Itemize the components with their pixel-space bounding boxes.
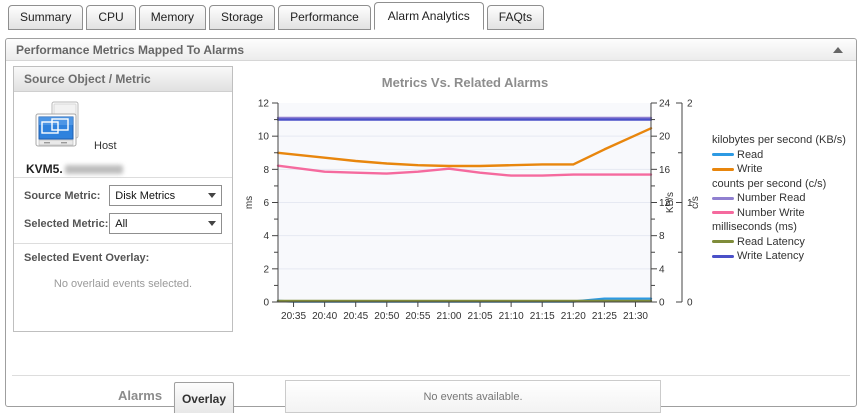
svg-text:21:00: 21:00 — [436, 311, 461, 322]
legend-swatch — [712, 196, 734, 200]
tab-faqts[interactable]: FAQts — [486, 5, 545, 30]
svg-text:ms: ms — [244, 196, 255, 209]
svg-text:21:15: 21:15 — [530, 311, 555, 322]
legend-group-label: milliseconds (ms) — [712, 221, 797, 233]
alarms-label: Alarms — [118, 388, 163, 403]
svg-text:0: 0 — [263, 298, 269, 309]
svg-text:2: 2 — [687, 99, 693, 110]
svg-text:10: 10 — [258, 132, 270, 143]
overlay-button[interactable]: Overlay — [174, 382, 234, 413]
svg-text:c/s: c/s — [690, 196, 701, 209]
event-overlay-empty-text: No overlaid events selected. — [53, 278, 193, 290]
panel-header: Performance Metrics Mapped To Alarms — [6, 39, 856, 61]
chart-title: Metrics Vs. Related Alarms — [381, 75, 549, 90]
svg-text:21:20: 21:20 — [561, 311, 586, 322]
source-metric-label: Source Metric: — [24, 189, 101, 202]
svg-text:1: 1 — [687, 198, 693, 209]
legend-swatch — [712, 153, 734, 157]
legend-item-label: Read Latency — [737, 235, 805, 248]
legend-item-number-read: Number Read — [712, 191, 846, 206]
source-object-metric-box: Source Object / Metric Host KVM5. — [13, 66, 233, 332]
tab-performance[interactable]: Performance — [278, 5, 371, 30]
legend-swatch — [712, 211, 734, 215]
chevron-down-icon — [208, 221, 216, 226]
legend-item-label: Number Read — [737, 192, 806, 204]
event-overlay-section: Selected Event Overlay: No overlaid even… — [14, 244, 232, 298]
svg-text:20: 20 — [659, 132, 671, 143]
legend-group-label: kilobytes per second (KB/s) — [712, 134, 846, 146]
svg-text:12: 12 — [258, 99, 270, 110]
legend-group-label: counts per second (c/s) — [712, 177, 827, 190]
svg-text:20:35: 20:35 — [281, 311, 306, 322]
legend-item-read-latency: Read Latency — [712, 235, 846, 250]
source-metric-dropdown[interactable]: Disk Metrics — [109, 185, 222, 206]
tab-bar: Summary CPU Memory Storage Performance Alarm … — [8, 2, 545, 30]
event-overlay-label: Selected Event Overlay: — [24, 252, 150, 264]
host-name-redacted — [64, 165, 123, 175]
legend-item-write-latency: Write Latency — [712, 249, 846, 264]
source-metric-row: Source Metric: Disk Metrics — [14, 178, 232, 206]
svg-text:24: 24 — [659, 99, 671, 110]
legend-item-read: Read — [712, 148, 846, 163]
host-name: KVM5. — [26, 162, 123, 176]
svg-text:16: 16 — [659, 165, 671, 176]
legend-swatch — [712, 254, 734, 258]
source-box-title: Source Object / Metric — [14, 67, 232, 92]
performance-metrics-panel: Performance Metrics Mapped To Alarms Sou… — [5, 38, 857, 413]
legend-item-label: Write — [737, 163, 763, 175]
legend-item-write: Write — [712, 162, 846, 177]
svg-text:21:05: 21:05 — [468, 311, 493, 322]
svg-text:12: 12 — [659, 198, 671, 209]
tab-memory[interactable]: Memory — [138, 5, 207, 30]
host-type-label: Host — [94, 140, 117, 152]
svg-text:0: 0 — [659, 298, 665, 309]
selected-metric-label: Selected Metric: — [24, 217, 109, 230]
selected-metric-dropdown[interactable]: All — [109, 213, 222, 234]
svg-text:20:55: 20:55 — [405, 311, 430, 322]
host-name-prefix: KVM5. — [26, 162, 63, 176]
selected-metric-value: All — [115, 217, 128, 230]
svg-text:21:25: 21:25 — [592, 311, 617, 322]
legend-swatch — [712, 167, 734, 171]
events-empty-text: No events available. — [423, 390, 523, 403]
chevron-down-icon — [208, 193, 216, 198]
legend-item-label: Number Write — [737, 206, 805, 219]
svg-text:6: 6 — [263, 198, 269, 209]
selected-metric-row: Selected Metric: All — [14, 206, 232, 243]
svg-text:4: 4 — [263, 231, 269, 242]
source-metric-value: Disk Metrics — [115, 189, 176, 202]
divider — [12, 375, 850, 376]
tab-storage[interactable]: Storage — [209, 5, 276, 30]
svg-text:2: 2 — [263, 264, 269, 275]
svg-text:4: 4 — [659, 264, 665, 275]
svg-text:KB/s: KB/s — [665, 192, 676, 213]
svg-text:8: 8 — [263, 165, 269, 176]
svg-text:21:10: 21:10 — [499, 311, 524, 322]
svg-text:0: 0 — [687, 298, 693, 309]
legend-item-label: Write Latency — [737, 250, 805, 262]
svg-text:21:30: 21:30 — [623, 311, 648, 322]
divider — [14, 177, 232, 178]
events-box: No events available. — [285, 380, 661, 413]
legend-item-label: Read — [737, 148, 764, 161]
legend-item-number-write: Number Write — [712, 206, 846, 221]
tab-summary[interactable]: Summary — [8, 5, 84, 30]
svg-text:8: 8 — [659, 231, 665, 242]
legend-swatch — [712, 240, 734, 244]
tab-alarm-analytics[interactable]: Alarm Analytics — [373, 2, 484, 30]
tab-cpu[interactable]: CPU — [86, 5, 136, 30]
svg-text:20:40: 20:40 — [312, 311, 337, 322]
host-row: Host KVM5. — [14, 92, 232, 177]
collapse-icon[interactable] — [833, 47, 843, 53]
chart-legend: kilobytes per second (KB/s) Read Write coun… — [712, 133, 846, 264]
svg-text:20:45: 20:45 — [343, 311, 368, 322]
svg-text:20:50: 20:50 — [374, 311, 399, 322]
panel-title: Performance Metrics Mapped To Alarms — [16, 43, 245, 57]
host-icon — [35, 101, 79, 147]
divider — [14, 243, 232, 244]
